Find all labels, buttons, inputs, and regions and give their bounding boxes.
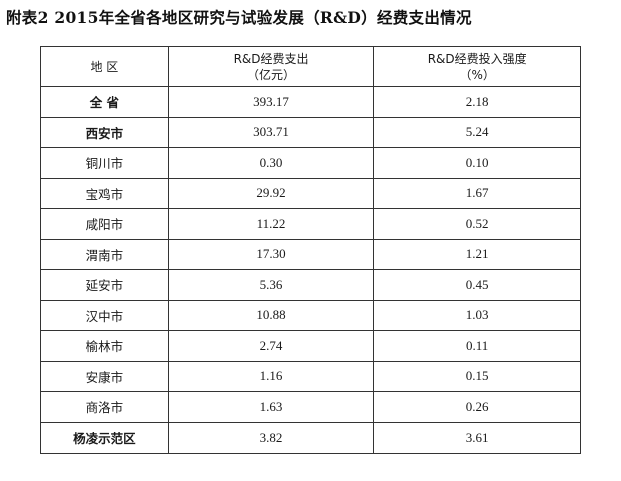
- table-title: 附表2 2015年全省各地区研究与试验发展（R&D）经费支出情况: [6, 8, 472, 27]
- intensity-cell: 0.52: [373, 208, 581, 240]
- table-row: 全 省 393.17 2.18: [40, 86, 581, 118]
- region-cell: 铜川市: [40, 147, 169, 179]
- region-cell: 宝鸡市: [40, 177, 169, 209]
- table-row: 咸阳市 11.22 0.52: [40, 208, 581, 240]
- expenditure-cell: 11.22: [167, 208, 375, 240]
- table-row: 延安市 5.36 0.45: [40, 269, 581, 301]
- intensity-cell: 1.03: [373, 299, 581, 331]
- header-region-label: 地 区: [90, 59, 119, 74]
- header-expenditure-unit: （亿元）: [247, 67, 296, 82]
- intensity-cell: 5.24: [373, 116, 581, 148]
- table-row: 西安市 303.71 5.24: [40, 116, 581, 148]
- region-cell: 延安市: [40, 269, 169, 301]
- expenditure-cell: 3.82: [167, 421, 375, 454]
- table-row: 商洛市 1.63 0.26: [40, 391, 581, 423]
- expenditure-cell: 1.63: [167, 391, 375, 423]
- expenditure-cell: 2.74: [167, 330, 375, 362]
- header-intensity-unit: （%）: [459, 67, 495, 82]
- expenditure-cell: 1.16: [167, 360, 375, 392]
- table-row: 杨凌示范区 3.82 3.61: [40, 421, 581, 454]
- intensity-cell: 0.10: [373, 147, 581, 179]
- table-row: 宝鸡市 29.92 1.67: [40, 177, 581, 209]
- expenditure-cell: 10.88: [167, 299, 375, 331]
- region-cell: 榆林市: [40, 330, 169, 362]
- intensity-cell: 0.26: [373, 391, 581, 423]
- intensity-cell: 0.45: [373, 269, 581, 301]
- intensity-cell: 1.21: [373, 238, 581, 270]
- region-cell: 西安市: [40, 116, 169, 148]
- table-row: 安康市 1.16 0.15: [40, 360, 581, 392]
- expenditure-cell: 0.30: [167, 147, 375, 179]
- expenditure-cell: 17.30: [167, 238, 375, 270]
- expenditure-cell: 29.92: [167, 177, 375, 209]
- header-expenditure: R&D经费支出 （亿元）: [167, 46, 375, 87]
- intensity-cell: 1.67: [373, 177, 581, 209]
- header-expenditure-label: R&D经费支出: [233, 51, 309, 66]
- region-cell: 商洛市: [40, 391, 169, 423]
- region-cell: 安康市: [40, 360, 169, 392]
- table-row: 渭南市 17.30 1.21: [40, 238, 581, 270]
- region-cell: 杨凌示范区: [40, 421, 169, 454]
- header-region: 地 区: [40, 46, 169, 87]
- intensity-cell: 2.18: [373, 86, 581, 118]
- rd-expenditure-table: 地 区 R&D经费支出 （亿元） R&D经费投入强度 （%） 全 省 393.17…: [40, 46, 581, 454]
- header-intensity: R&D经费投入强度 （%）: [373, 46, 581, 87]
- table-row: 汉中市 10.88 1.03: [40, 299, 581, 331]
- expenditure-cell: 5.36: [167, 269, 375, 301]
- region-cell: 全 省: [40, 86, 169, 118]
- header-row: 地 区 R&D经费支出 （亿元） R&D经费投入强度 （%）: [40, 46, 581, 87]
- intensity-cell: 0.15: [373, 360, 581, 392]
- intensity-cell: 0.11: [373, 330, 581, 362]
- region-cell: 渭南市: [40, 238, 169, 270]
- intensity-cell: 3.61: [373, 421, 581, 454]
- region-cell: 汉中市: [40, 299, 169, 331]
- header-intensity-label: R&D经费投入强度: [427, 51, 527, 66]
- table-body: 全 省 393.17 2.18 西安市 303.71 5.24 铜川市 0.30 0.10 宝鸡市…: [40, 86, 581, 454]
- region-cell: 咸阳市: [40, 208, 169, 240]
- expenditure-cell: 303.71: [167, 116, 375, 148]
- expenditure-cell: 393.17: [167, 86, 375, 118]
- table-row: 铜川市 0.30 0.10: [40, 147, 581, 179]
- table-row: 榆林市 2.74 0.11: [40, 330, 581, 362]
